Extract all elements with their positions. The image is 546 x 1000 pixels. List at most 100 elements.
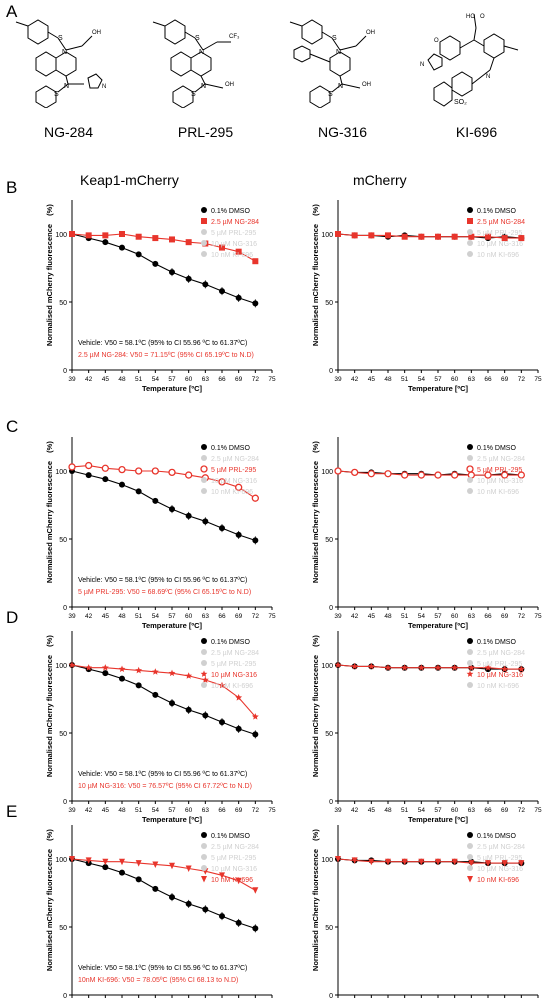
pE-mcherry-point-treated [418,858,425,866]
pB-mcherry-legend-marker [467,251,473,257]
pD-keap1-x-label: Temperature [ºC] [142,815,203,824]
pE-keap1-point-dmso [135,876,142,883]
pD-keap1-treated-annotation: 10 µM NG-316: V50 = 76.57ºC (95% CI 67.7… [78,783,252,790]
pD-keap1-y-label: Normalised mCherry fluorescence [45,655,54,777]
pC-mcherry-x-tick-label: 51 [401,613,409,620]
pD-mcherry-x-tick-label: 66 [484,807,492,814]
pB-keap1-point-dmso [252,300,259,307]
pD-mcherry-legend-marker [467,638,473,644]
pD-mcherry-legend-label: 5 µM PRL-295 [477,661,522,668]
pC-mcherry-legend-marker [467,444,473,450]
pB-mcherry-x-tick-label: 72 [518,376,526,383]
pD-keap1-x-tick-label: 63 [202,807,210,814]
pD-mcherry-x-tick-label: 69 [501,807,509,814]
pC-keap1-x-tick-label: 63 [202,613,210,620]
pD-keap1-x-tick-label: 39 [68,807,76,814]
pB-keap1-y-label: Normalised mCherry fluorescence [45,224,54,346]
pD-mcherry-y-tick-label: 100 [321,663,333,670]
pB-keap1-point-treated [102,232,109,239]
pC-mcherry-x-tick-label: 45 [368,613,376,620]
svg-text:N: N [102,84,106,90]
pC-mcherry-point-treated [451,471,459,479]
pE-keap1-legend-marker [201,843,207,849]
pE-keap1-point-dmso [119,869,125,876]
pD-mcherry-y-unit: (%) [311,635,320,647]
pE-keap1-legend-marker [201,876,207,883]
pB-keap1-x-tick-label: 51 [135,376,143,383]
pD-mcherry-x-tick-label: 75 [534,807,542,814]
pB-mcherry-point-treated [468,233,475,240]
pB-keap1-point-treated [185,239,192,246]
pD-keap1-x-tick-label: 48 [118,807,126,814]
pE-keap1-point-dmso [102,864,109,871]
pE-mcherry-point-treated [468,860,475,867]
pC-keap1-x-tick-label: 57 [168,613,176,620]
pE-mcherry-point-treated [385,858,391,866]
pE-mcherry-point-treated [435,858,441,866]
pD-keap1-point-dmso [219,719,225,726]
pD-mcherry-y-tick-label: 50 [325,731,333,738]
pB-mcherry-x-tick-label: 60 [451,376,459,383]
pE-keap1-point-treated [102,858,109,866]
pD-mcherry-x-label: Temperature [ºC] [408,815,469,824]
pB-keap1-legend-marker [201,251,207,257]
pB-mcherry-x-tick-label: 66 [484,376,492,383]
pB-mcherry-legend-marker [467,229,473,235]
panel-letter-d: D [6,608,19,627]
pC-keap1-x-tick-label: 42 [85,613,93,620]
pE-mcherry-point-treated [351,857,358,864]
pB-keap1-legend-label: 5 µM PRL-295 [211,230,256,237]
pC-mcherry-legend-marker [466,465,474,473]
pD-mcherry-y-label: Normalised mCherry fluorescence [311,655,320,777]
pB-keap1-x-tick-label: 60 [185,376,193,383]
pE-mcherry-y-unit: (%) [311,829,320,841]
pC-keap1-point-dmso [135,488,142,495]
pC-mcherry-x-tick-label: 72 [518,613,526,620]
pD-mcherry-legend-marker [467,660,473,666]
pE-keap1-point-dmso [185,900,192,907]
pD-keap1-point-treated [218,681,226,689]
pB-keap1-point-treated [135,233,142,240]
pB-mcherry-point-treated [451,233,458,240]
pD-keap1-x-tick-label: 57 [168,807,176,814]
pB-keap1-x-tick-label: 63 [202,376,210,383]
svg-text:S: S [191,91,196,98]
pC-keap1-point-treated [151,467,159,475]
pC-keap1-point-treated [218,478,226,486]
pD-keap1-point-dmso [119,675,125,682]
pC-keap1-x-tick-label: 39 [68,613,76,620]
pD-mcherry-legend-label: 2.5 µM NG-284 [477,650,525,657]
pB-keap1-point-treated [152,235,159,242]
pD-keap1-legend-marker [201,638,207,644]
pB-mcherry-point-treated [485,233,491,240]
pD-keap1-legend-marker [201,660,207,666]
svg-text:O: O [434,38,439,44]
pB-keap1-y-tick-label: 0 [63,368,67,375]
pB-keap1-x-label: Temperature [ºC] [142,384,203,393]
pD-keap1-point-treated [135,666,143,674]
pE-keap1-y-label: Normalised mCherry fluorescence [45,849,54,971]
pB-mcherry-x-tick-label: 69 [501,376,509,383]
pB-mcherry-x-tick-label: 75 [534,376,542,383]
svg-text:N: N [486,74,490,80]
pD-keap1-x-tick-label: 51 [135,807,143,814]
pD-keap1-point-dmso [152,691,159,698]
panel-letter-b: B [6,178,18,197]
pC-keap1-legend-marker [201,477,207,483]
pD-keap1-point-dmso [202,712,209,719]
pB-keap1-y-unit: (%) [45,204,54,216]
pD-mcherry-legend-label: 0.1% DMSO [477,639,516,646]
pC-keap1-y-tick-label: 50 [59,537,67,544]
pB-keap1-point-treated [252,258,259,265]
pD-keap1-x-tick-label: 42 [85,807,93,814]
pB-keap1-point-dmso [169,269,175,276]
pB-keap1-x-tick-label: 48 [118,376,126,383]
pD-keap1-point-dmso [135,682,142,689]
pD-keap1-x-tick-label: 69 [235,807,243,814]
pC-keap1-point-dmso [202,518,209,525]
pB-keap1-x-tick-label: 69 [235,376,243,383]
compound-label-ng284: NG-284 [43,124,94,140]
pE-keap1-curve-treated [71,858,256,891]
pB-mcherry-y-tick-label: 0 [329,368,333,375]
pD-keap1-legend-label: 0.1% DMSO [211,639,250,646]
